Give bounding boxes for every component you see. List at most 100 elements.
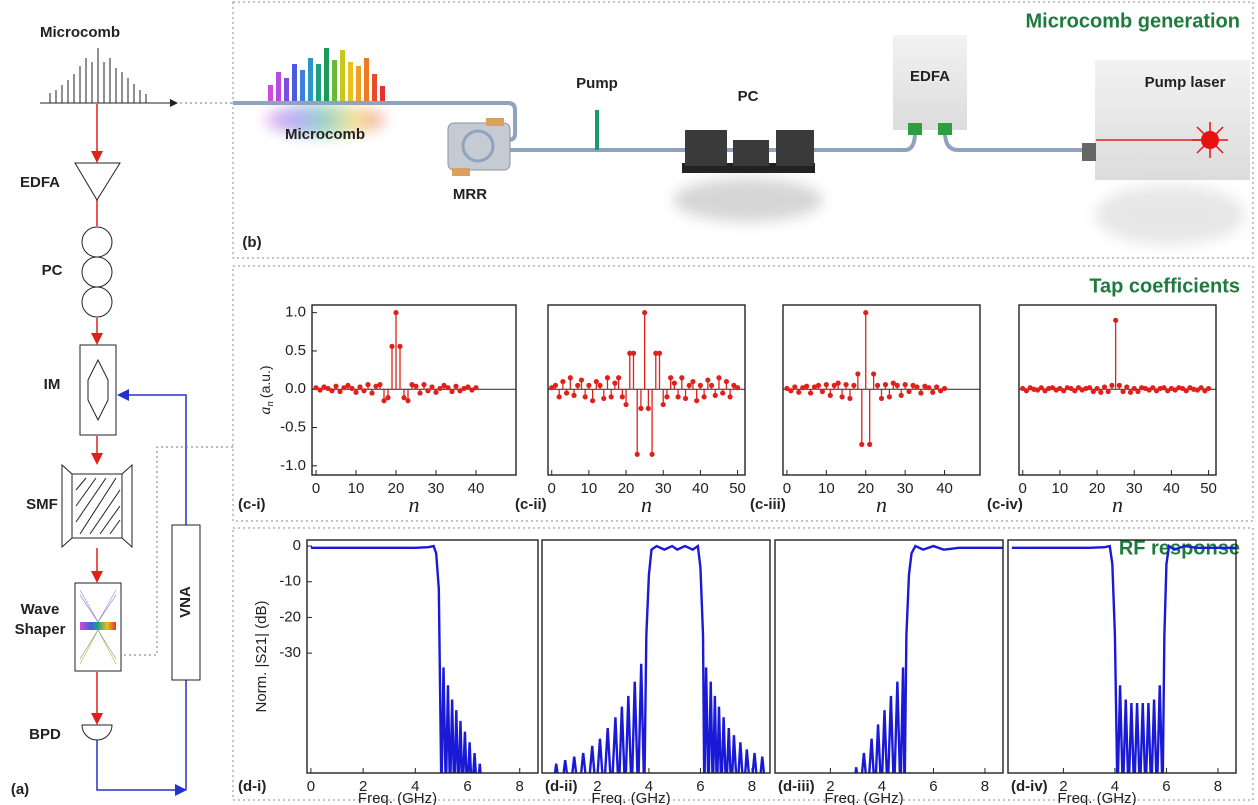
stem-marker [619,394,625,400]
stem-marker [1172,387,1178,393]
panel-title: Microcomb generation [1026,10,1240,32]
stem-marker [792,384,798,390]
stem-marker [819,388,826,395]
stem-marker [910,382,916,389]
stem-marker [926,385,932,391]
x-tick-label: 30 [1126,480,1143,497]
stem-marker [1183,388,1189,394]
x-tick-label: 10 [818,480,835,497]
y-tick-label: -0.5 [280,418,306,435]
plot-frame [311,304,517,476]
stem-marker [1146,387,1152,393]
device-label: Pump laser [1145,74,1226,91]
stem-marker [361,388,367,394]
stem-marker [649,451,655,457]
stem-marker [593,378,599,385]
stem-marker [882,382,889,388]
plot-frame [541,539,771,774]
y-axis-label: an (a.u.) [257,365,276,414]
stem-marker [1202,388,1208,394]
stem-marker [337,388,343,395]
stem-marker [843,382,849,388]
stem-marker [1194,387,1201,393]
x-tick-label: 10 [1052,480,1069,497]
x-tick-label: 0 [312,480,320,497]
stem-marker [697,382,703,389]
stem-marker [1161,385,1167,391]
stem-marker [563,390,570,396]
stem-marker [800,385,806,391]
x-tick-label: 4 [645,778,653,795]
stem-marker [874,382,881,389]
stem-marker [1205,385,1212,392]
stem-marker [590,398,596,404]
stem-marker [679,375,685,381]
node-label: EDFA [20,174,60,191]
stem-marker [1179,385,1186,392]
x-tick-label: 8 [516,778,524,795]
pc-icon [81,226,113,318]
stem-marker [623,401,629,408]
panel-label: (d-i) [238,778,266,795]
stem-marker [365,382,371,388]
stem-marker [1124,384,1130,390]
y-tick-label: -20 [279,608,301,625]
stem-marker [660,401,666,408]
device-label: Microcomb [285,126,365,143]
stem-marker [369,390,375,396]
stem-marker [1042,388,1048,394]
stem-marker [457,388,463,394]
stem-marker [461,385,467,392]
stem-marker [1131,385,1137,392]
stem-marker [906,388,912,395]
x-tick-label: 20 [388,480,405,497]
stem-marker [357,384,363,390]
plot-frame [782,304,981,476]
stem-marker [321,384,327,390]
stem-marker [469,387,475,393]
stem-marker [815,382,822,389]
stem-marker [902,382,908,388]
stem-marker [784,385,790,392]
x-axis-label: Freq. (GHz) [358,790,437,805]
stem-marker [1061,388,1067,394]
x-tick-label: 40 [1163,480,1180,497]
x-tick-label: 30 [655,480,672,497]
bpd-icon [81,724,113,741]
stem-marker [433,389,439,395]
y-tick-label: 0 [293,537,301,554]
y-tick-label: -30 [279,644,301,661]
node-label: Microcomb [40,24,120,41]
x-tick-label: 8 [981,778,989,795]
stem-marker [552,382,559,389]
response-line [553,543,766,773]
x-tick-label: 2 [593,778,601,795]
y-tick-label: 1.0 [285,304,306,321]
stem-marker [886,394,892,400]
stem-marker [377,382,383,388]
x-tick-label: 6 [463,778,471,795]
stem-marker [1087,385,1093,391]
stem-marker [317,387,323,393]
stem-marker [934,384,940,390]
stem-marker [381,398,387,404]
stem-marker [601,395,607,402]
stem-marker [445,385,451,391]
panel-label: (d-ii) [545,778,577,795]
stem-marker [1113,317,1119,323]
stem-marker [807,390,814,396]
x-axis-label: Freq. (GHz) [1057,790,1136,805]
stem-marker [437,385,443,392]
x-axis-label: n [409,492,420,517]
x-tick-label: 8 [1214,778,1222,795]
panel-label: (a) [11,781,29,798]
stem-marker [578,377,585,383]
node-label: IM [44,376,61,393]
y-tick-label: 0.5 [285,342,306,359]
y-axis-label: Norm. |S21| (dB) [253,601,270,713]
stem-marker [313,385,319,391]
node-label: PC [42,262,63,279]
stem-marker [397,343,403,349]
x-axis-label: n [1112,492,1123,517]
x-tick-label: 10 [348,480,365,497]
